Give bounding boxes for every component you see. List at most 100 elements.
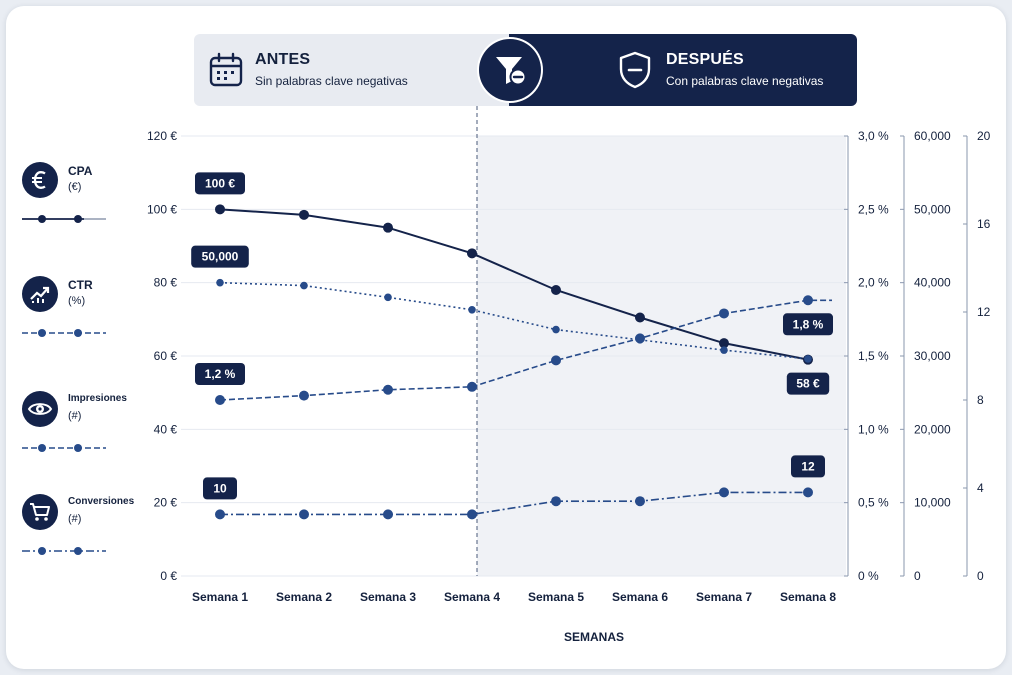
conversiones-tick-label: 16 bbox=[977, 217, 991, 231]
series-point-ctr bbox=[551, 355, 561, 366]
data-label-box bbox=[195, 363, 245, 385]
series-point-cpa bbox=[215, 204, 225, 215]
ctr-tick-label: 0 % bbox=[858, 569, 879, 583]
impresiones-tick-label: 0 bbox=[914, 569, 921, 583]
x-axis-title: SEMANAS bbox=[564, 630, 624, 644]
before-banner: ANTES Sin palabras clave negativas bbox=[194, 34, 510, 106]
after-subtitle: Con palabras clave negativas bbox=[666, 74, 824, 88]
funnel-divider bbox=[479, 39, 541, 101]
cpa-tick-label: 100 € bbox=[147, 202, 177, 216]
data-label-conversiones: 10 bbox=[203, 477, 237, 500]
data-label-text: 1,2 % bbox=[205, 367, 236, 381]
data-label-ctr: 1,8 % bbox=[783, 313, 833, 336]
x-category-label: Semana 6 bbox=[612, 590, 668, 604]
data-label-box bbox=[786, 372, 830, 395]
x-category-label: Semana 7 bbox=[696, 590, 752, 604]
series-point-impresiones bbox=[468, 306, 476, 314]
data-label-cpa: 100 € bbox=[195, 172, 245, 195]
x-category-label: Semana 8 bbox=[780, 590, 836, 604]
conversiones-tick-label: 4 bbox=[977, 481, 984, 495]
series-point-conversiones bbox=[383, 509, 393, 520]
series-line-impresiones bbox=[219, 281, 809, 360]
trend-chart-icon bbox=[22, 276, 58, 312]
before-title: ANTES bbox=[255, 51, 311, 68]
before-subtitle: Sin palabras clave negativas bbox=[255, 74, 408, 88]
legend-conversiones-name: Conversiones bbox=[68, 496, 135, 507]
series-point-conversiones bbox=[215, 509, 225, 520]
legend-conversiones-unit: (#) bbox=[68, 513, 82, 525]
series-point-impresiones bbox=[384, 293, 392, 302]
impresiones-tick-label: 30,000 bbox=[914, 349, 951, 363]
data-label-box bbox=[203, 477, 237, 500]
ctr-tick-label: 2,0 % bbox=[858, 276, 889, 290]
series-point-ctr bbox=[719, 308, 729, 319]
ctr-tick-label: 1,5 % bbox=[858, 349, 889, 363]
series-line-ctr bbox=[219, 299, 832, 401]
series-point-impresiones bbox=[300, 281, 308, 290]
conversiones-tick-label: 12 bbox=[977, 305, 991, 319]
series-point-cpa bbox=[635, 312, 645, 323]
series-point-impresiones bbox=[804, 355, 812, 363]
line-chart: 0 € 20 € 40 € 60 € 80 € 100 € 120 € 0 % 0,5 % 1,0… bbox=[147, 106, 991, 644]
legend-ctr-line bbox=[22, 329, 106, 337]
shield-minus-icon bbox=[619, 51, 651, 89]
series-point-cpa bbox=[299, 209, 309, 220]
legend-impresiones-unit: (#) bbox=[68, 410, 82, 422]
series-point-impresiones bbox=[552, 325, 560, 334]
legend-cpa-unit: (€) bbox=[68, 181, 82, 193]
x-category-label: Semana 5 bbox=[528, 590, 584, 604]
series-point-conversiones bbox=[467, 509, 477, 520]
series-point-ctr bbox=[215, 395, 225, 405]
legend-conversiones-line bbox=[22, 547, 106, 555]
series-point-conversiones bbox=[551, 496, 561, 507]
conversiones-tick-label: 8 bbox=[977, 393, 984, 407]
data-label-impresiones: 50,000 bbox=[191, 245, 249, 268]
funnel-minus-icon bbox=[496, 57, 527, 86]
chart-card: 0 € 20 € 40 € 60 € 80 € 100 € 120 € 0 % 0,5 % 1,0… bbox=[6, 6, 1006, 669]
after-title: DESPUÉS bbox=[666, 51, 744, 68]
euro-icon bbox=[22, 162, 58, 198]
legend-ctr-name: CTR bbox=[68, 278, 93, 292]
series-point-impresiones bbox=[216, 278, 224, 287]
data-label-box bbox=[191, 245, 249, 268]
series-point-ctr bbox=[635, 333, 645, 344]
conversiones-tick-label: 20 bbox=[977, 129, 991, 143]
cpa-tick-label: 0 € bbox=[160, 569, 177, 583]
legend-impresiones-line bbox=[22, 444, 106, 452]
cpa-tick-label: 20 € bbox=[154, 496, 178, 510]
series-point-cpa bbox=[467, 248, 477, 259]
cpa-tick-label: 80 € bbox=[154, 276, 178, 290]
data-label-box bbox=[791, 455, 825, 478]
cpa-tick-label: 40 € bbox=[154, 422, 178, 436]
after-banner: DESPUÉS Con palabras clave negativas bbox=[509, 34, 857, 106]
cart-icon bbox=[22, 494, 58, 530]
x-category-label: Semana 4 bbox=[444, 590, 500, 604]
legend-ctr-unit: (%) bbox=[68, 295, 86, 307]
series-point-cpa bbox=[719, 338, 729, 349]
data-label-box bbox=[195, 172, 245, 195]
conversiones-tick-label: 0 bbox=[977, 569, 984, 583]
impresiones-tick-label: 40,000 bbox=[914, 276, 951, 290]
data-label-box bbox=[783, 313, 833, 336]
series-point-cpa bbox=[551, 285, 561, 295]
data-label-text: 10 bbox=[213, 481, 227, 495]
series-point-ctr bbox=[383, 384, 393, 395]
legend-cpa-name: CPA bbox=[68, 164, 93, 178]
impresiones-tick-label: 60,000 bbox=[914, 129, 951, 143]
x-category-label: Semana 1 bbox=[192, 590, 248, 604]
x-category-label: Semana 3 bbox=[360, 590, 416, 604]
series-point-conversiones bbox=[719, 487, 729, 498]
ctr-tick-label: 3,0 % bbox=[858, 129, 889, 143]
series-point-conversiones bbox=[635, 496, 645, 507]
series-point-ctr bbox=[299, 390, 309, 401]
series-point-conversiones bbox=[803, 487, 813, 498]
series-line-conversiones bbox=[220, 491, 808, 516]
data-label-text: 100 € bbox=[205, 176, 235, 190]
data-label-ctr: 1,2 % bbox=[195, 363, 245, 385]
impresiones-tick-label: 50,000 bbox=[914, 202, 951, 216]
data-label-conversiones: 12 bbox=[791, 455, 825, 478]
impresiones-tick-label: 10,000 bbox=[914, 496, 951, 510]
x-category-label: Semana 2 bbox=[276, 590, 332, 604]
data-label-text: 50,000 bbox=[202, 250, 239, 264]
ctr-tick-label: 1,0 % bbox=[858, 422, 889, 436]
